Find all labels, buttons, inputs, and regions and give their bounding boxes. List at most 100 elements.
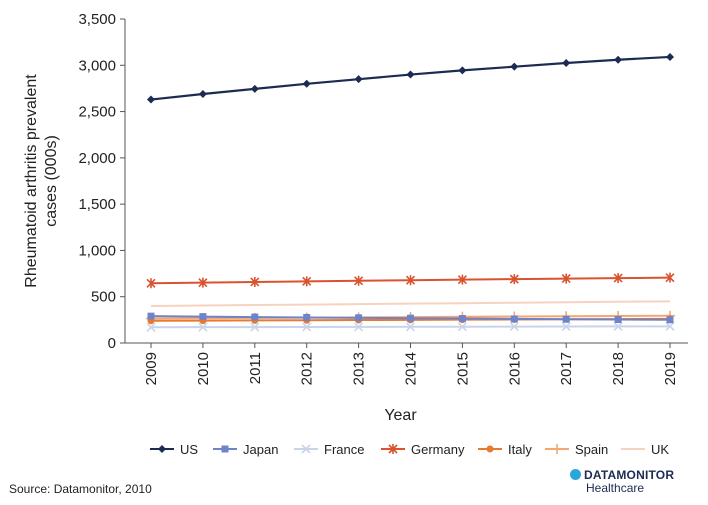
- legend-marker-spain: [552, 444, 562, 454]
- legend-marker-france: [301, 444, 311, 454]
- data-point-japan: [614, 315, 622, 323]
- series-line-uk: [150, 300, 671, 307]
- data-point-france: [198, 322, 208, 332]
- x-tick-label: 2019: [662, 352, 679, 385]
- data-point-germany: [457, 274, 467, 285]
- legend-marker-japan: [221, 445, 229, 453]
- data-point-us: [458, 66, 467, 75]
- legend-item-germany: Germany: [381, 442, 465, 457]
- brand-name: DATAMONITOR: [584, 468, 675, 482]
- brand-logo: DATAMONITOR Healthcare: [570, 468, 700, 498]
- data-point-germany: [302, 276, 312, 287]
- legend-marker-italy: [486, 445, 494, 453]
- data-point-germany: [146, 278, 156, 289]
- legend-label-uk: UK: [651, 442, 669, 457]
- legend-item-us: US: [150, 442, 198, 457]
- data-point-france: [405, 322, 416, 332]
- data-point-germany: [198, 277, 208, 288]
- x-tick-label: 2015: [454, 352, 471, 385]
- data-point-us: [147, 95, 155, 104]
- data-point-us: [666, 52, 674, 61]
- legend-label-italy: Italy: [508, 442, 532, 457]
- data-point-france: [457, 322, 467, 332]
- legend-label-germany: Germany: [411, 442, 465, 457]
- x-tick-label: 2010: [195, 352, 212, 385]
- axes: [124, 19, 688, 344]
- legend-label-japan: Japan: [243, 442, 278, 457]
- y-tick-label: 0: [108, 335, 116, 352]
- x-tick-label: 2012: [299, 352, 316, 385]
- brand-name-row: DATAMONITOR: [570, 468, 674, 482]
- data-point-us: [406, 70, 415, 79]
- series-france: [146, 321, 675, 332]
- data-point-us: [250, 84, 259, 93]
- y-tick-label: 2,500: [78, 104, 116, 121]
- legend-label-us: US: [180, 442, 198, 457]
- y-tick-label: 1,500: [78, 196, 116, 213]
- brand-sub: Healthcare: [586, 481, 645, 495]
- datamonitor-logo-icon: [570, 469, 581, 480]
- y-ticks: 0 500 1,000 1,500 2,000 2,500 3,000 3,500: [78, 11, 125, 352]
- y-tick-label: 2,000: [78, 150, 116, 167]
- data-point-france: [509, 322, 519, 332]
- legend-item-uk: UK: [621, 442, 669, 457]
- x-tick-label: 2013: [351, 352, 368, 385]
- y-tick-label: 500: [91, 289, 116, 306]
- series-us: [147, 52, 674, 104]
- x-ticks: 2009 2010 2011 2012 2013 2014 2015 2016 2017 2018…: [143, 343, 679, 385]
- series-japan: [147, 312, 674, 324]
- x-tick-label: 2018: [610, 352, 627, 385]
- data-point-france: [250, 322, 260, 332]
- data-point-germany: [613, 273, 623, 284]
- data-point-us: [198, 89, 207, 98]
- data-point-france: [354, 322, 364, 332]
- legend-item-france: France: [294, 442, 364, 457]
- x-tick-label: 2011: [247, 352, 264, 384]
- source-note: Source: Datamonitor, 2010: [9, 482, 152, 496]
- data-point-germany: [561, 273, 571, 284]
- series-group: [146, 52, 675, 332]
- y-tick-label: 3,500: [78, 11, 116, 28]
- data-point-japan: [251, 313, 259, 321]
- x-axis-title: Year: [384, 407, 417, 424]
- data-point-us: [614, 55, 623, 64]
- data-point-japan: [562, 315, 570, 323]
- legend-item-japan: Japan: [213, 442, 278, 457]
- x-tick-label: 2016: [506, 352, 523, 385]
- data-point-us: [562, 58, 571, 67]
- data-point-us: [354, 75, 363, 84]
- data-point-japan: [303, 313, 311, 321]
- legend-label-france: France: [324, 442, 364, 457]
- y-axis-title-line: cases (000s): [43, 135, 60, 227]
- data-point-japan: [199, 313, 207, 321]
- data-point-germany: [509, 274, 519, 285]
- data-point-germany: [250, 276, 260, 287]
- data-point-japan: [666, 316, 674, 324]
- data-point-us: [302, 79, 311, 88]
- data-point-germany: [405, 275, 416, 286]
- legend-label-spain: Spain: [575, 442, 608, 457]
- data-point-japan: [407, 314, 414, 322]
- series-germany: [146, 272, 675, 289]
- data-point-france: [665, 321, 675, 331]
- x-tick-label: 2017: [558, 352, 575, 385]
- x-tick-label: 2014: [403, 352, 420, 385]
- data-point-france: [146, 322, 156, 332]
- y-tick-label: 3,000: [78, 57, 116, 74]
- y-axis-title-line: Rheumatoid arthritis prevalent: [23, 74, 40, 288]
- data-point-france: [613, 321, 623, 331]
- legend-marker-us: [158, 445, 166, 453]
- legend: US Japan France Germany Italy Spain UK: [150, 442, 669, 457]
- data-point-japan: [147, 312, 155, 320]
- data-point-us: [510, 62, 519, 71]
- y-axis-title: Rheumatoid arthritis prevalent cases (000…: [23, 74, 60, 288]
- data-point-france: [302, 322, 312, 332]
- data-point-japan: [510, 315, 518, 323]
- data-point-germany: [665, 272, 675, 283]
- series-uk: [150, 300, 671, 307]
- data-point-france: [561, 321, 571, 332]
- legend-item-spain: Spain: [545, 442, 608, 457]
- y-tick-label: 1,000: [78, 242, 116, 259]
- x-tick-label: 2009: [143, 352, 160, 385]
